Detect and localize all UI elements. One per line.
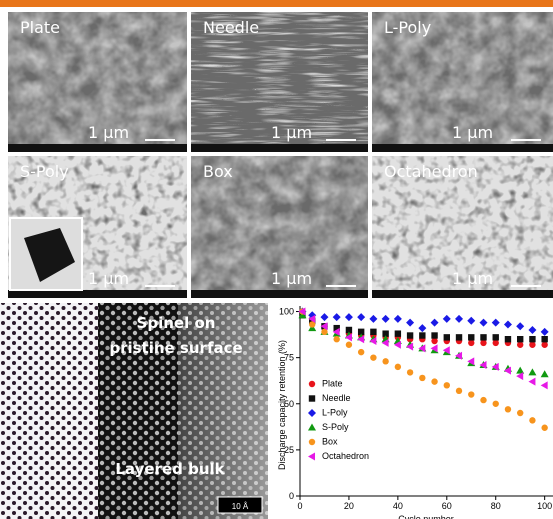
- point: [541, 342, 547, 348]
- point: [529, 342, 535, 348]
- panel-label: Box: [203, 162, 233, 181]
- point: [468, 340, 474, 346]
- sem-info-bar: [191, 144, 368, 152]
- legend-marker: [309, 395, 315, 401]
- scale-label: 1 μm: [271, 269, 312, 288]
- point: [529, 417, 535, 423]
- x-tick-label: 100: [537, 501, 552, 511]
- panel-label: Octahedron: [384, 162, 478, 181]
- point: [431, 378, 437, 384]
- legend-marker: [309, 381, 315, 387]
- panel-label: S-Poly: [20, 162, 69, 181]
- scale-label: 1 μm: [88, 269, 129, 288]
- point: [493, 340, 499, 346]
- point: [480, 340, 486, 346]
- point: [541, 336, 547, 342]
- sem-info-bar: [191, 290, 368, 298]
- stem-label: Spinel on: [137, 314, 216, 332]
- x-tick-label: 0: [297, 501, 302, 511]
- point: [370, 329, 376, 335]
- y-tick-label: 0: [289, 491, 294, 501]
- sem-info-bar: [8, 144, 187, 152]
- point: [419, 375, 425, 381]
- sem-info-bar: [372, 144, 553, 152]
- x-tick-label: 20: [344, 501, 354, 511]
- point: [370, 354, 376, 360]
- point: [468, 391, 474, 397]
- scale-bar-label: 10 Å: [232, 502, 249, 511]
- y-tick-label: 100: [279, 307, 294, 317]
- legend-label: Octahedron: [322, 451, 369, 461]
- point: [358, 349, 364, 355]
- point: [493, 401, 499, 407]
- point: [456, 388, 462, 394]
- legend-label: S-Poly: [322, 422, 349, 432]
- point: [419, 332, 425, 338]
- stem-label: Layered bulk: [115, 460, 225, 478]
- x-tick-label: 40: [393, 501, 403, 511]
- x-tick-label: 80: [491, 501, 501, 511]
- x-tick-label: 60: [442, 501, 452, 511]
- point: [395, 330, 401, 336]
- point: [333, 336, 339, 342]
- point: [456, 334, 462, 340]
- legend-marker: [309, 439, 315, 445]
- panel-label: L-Poly: [384, 18, 431, 37]
- point: [505, 406, 511, 412]
- legend-label: Plate: [322, 378, 343, 388]
- point: [517, 336, 523, 342]
- legend-label: Box: [322, 436, 338, 446]
- point: [407, 332, 413, 338]
- point: [382, 358, 388, 364]
- point: [505, 336, 511, 342]
- sem-info-bar: [8, 290, 187, 298]
- point: [493, 334, 499, 340]
- point: [480, 397, 486, 403]
- panel-label: Plate: [20, 18, 60, 37]
- point: [480, 334, 486, 340]
- scale-label: 1 μm: [271, 123, 312, 142]
- sem-info-bar: [372, 290, 553, 298]
- panel-label: Needle: [203, 18, 259, 37]
- point: [444, 382, 450, 388]
- stem-image: [0, 303, 268, 519]
- point: [431, 332, 437, 338]
- point: [444, 334, 450, 340]
- legend-label: Needle: [322, 393, 351, 403]
- point: [541, 425, 547, 431]
- y-axis-label: Discharge capacity retention (%): [277, 340, 287, 470]
- legend-label: L-Poly: [322, 407, 348, 417]
- stem-label: pristine surface: [109, 339, 242, 357]
- point: [517, 410, 523, 416]
- scale-label: 1 μm: [88, 123, 129, 142]
- scale-label: 1 μm: [452, 123, 493, 142]
- x-axis-label: Cycle number: [398, 514, 454, 519]
- point: [346, 342, 352, 348]
- figure: Spinel on pristine surface Layered bulk …: [0, 0, 553, 519]
- top-bar: [0, 0, 553, 7]
- point: [517, 342, 523, 348]
- point: [395, 364, 401, 370]
- point: [468, 334, 474, 340]
- point: [431, 338, 437, 344]
- point: [407, 369, 413, 375]
- scale-label: 1 μm: [452, 269, 493, 288]
- point: [529, 336, 535, 342]
